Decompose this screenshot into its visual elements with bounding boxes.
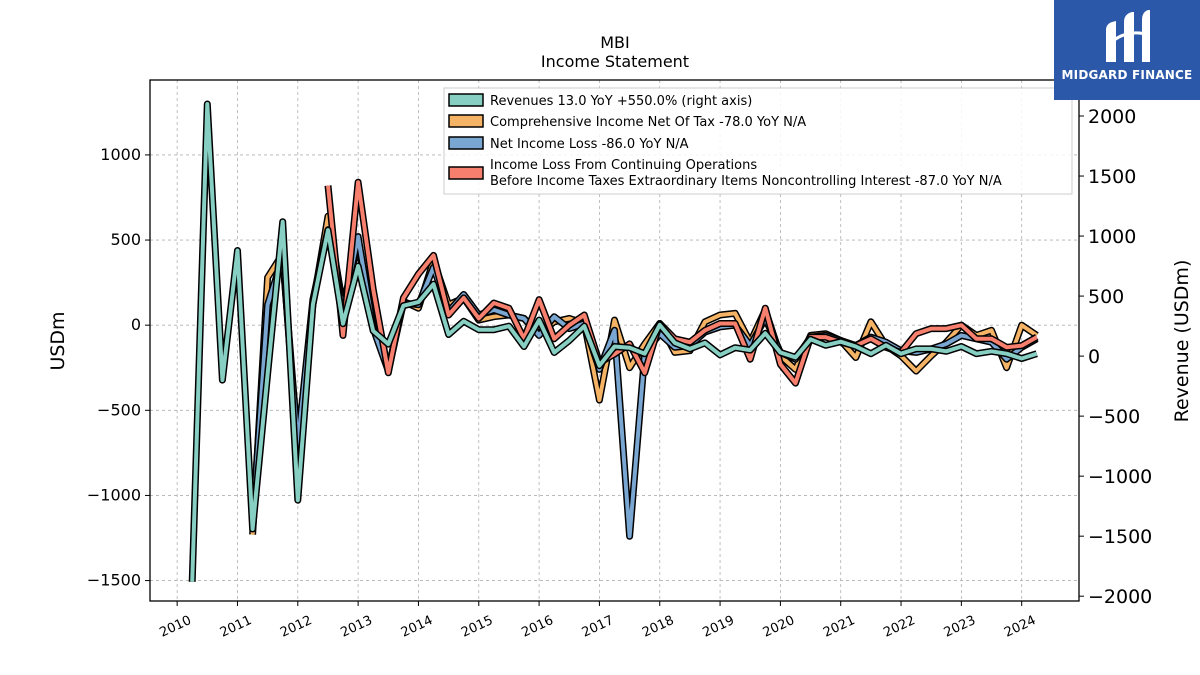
- right-tick-label: −500: [1088, 406, 1140, 428]
- legend-label-net-income-loss: Net Income Loss -86.0 YoY N/A: [490, 137, 689, 152]
- left-tick-label: 500: [110, 230, 141, 249]
- right-tick-label: 500: [1088, 286, 1124, 308]
- chart-title: MBI: [600, 33, 630, 52]
- midgard-logo-mark-icon: [1106, 10, 1150, 62]
- right-tick-label: −1000: [1088, 466, 1152, 488]
- left-tick-label: 0: [131, 315, 141, 334]
- legend-label-line: Income Loss From Continuing Operations: [490, 158, 757, 173]
- right-tick-label: −1500: [1088, 526, 1152, 548]
- series-line-income-loss-continuing-ops: [326, 180, 1038, 386]
- legend-label-line: Before Income Taxes Extraordinary Items …: [490, 174, 1002, 189]
- midgard-finance-logo: MIDGARD FINANCE: [1054, 0, 1200, 100]
- legend-box: [443, 87, 1073, 195]
- right-axis-label: Revenue (USDm): [1171, 260, 1193, 423]
- left-axis: −1500 −1000 −500 0 500 1000: [87, 145, 150, 590]
- legend-swatch-net-income-loss: [448, 136, 484, 150]
- chart-subtitle: Income Statement: [541, 52, 689, 71]
- series-line-revenues: [190, 102, 1038, 582]
- legend-label-comprehensive-income: Comprehensive Income Net Of Tax -78.0 Yo…: [490, 115, 806, 130]
- legend: Revenues 13.0 YoY +550.0% (right axis) C…: [443, 87, 1073, 195]
- logo-text: MIDGARD FINANCE: [1061, 68, 1193, 82]
- plot-frame: [149, 79, 1080, 602]
- legend-label-revenues: Revenues 13.0 YoY +550.0% (right axis): [490, 94, 752, 109]
- legend-swatch-comprehensive-income: [448, 114, 484, 128]
- left-tick-label: 1000: [100, 145, 141, 164]
- right-tick-label: 2000: [1088, 106, 1136, 128]
- left-tick-label: −500: [97, 400, 141, 419]
- left-tick-label: −1000: [87, 485, 141, 504]
- left-tick-label: −1500: [87, 571, 141, 590]
- series-layer: [188, 100, 1039, 582]
- legend-label-income-loss-continuing-ops: Income Loss From Continuing Operations Be…: [490, 158, 1002, 189]
- left-axis-label: USDm: [47, 311, 69, 370]
- right-tick-label: −2000: [1088, 586, 1152, 608]
- right-tick-label: 0: [1088, 346, 1100, 368]
- right-tick-label: 1500: [1088, 166, 1136, 188]
- right-tick-label: 1000: [1088, 226, 1136, 248]
- legend-swatch-revenues: [448, 93, 484, 107]
- legend-swatch-income-loss-continuing-ops: [448, 166, 484, 180]
- right-axis: −2000 −1500 −1000 −500 0 500 1000 1500 2000: [1079, 106, 1152, 608]
